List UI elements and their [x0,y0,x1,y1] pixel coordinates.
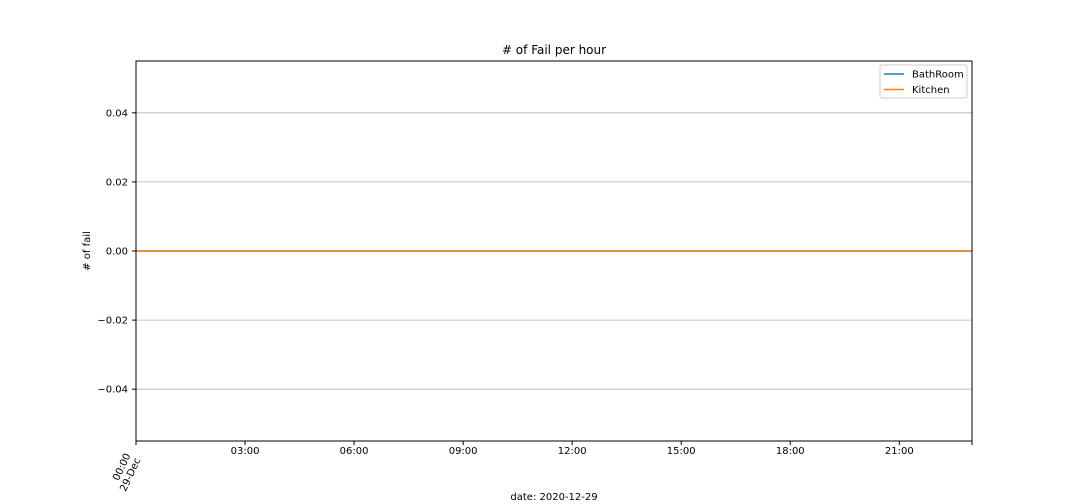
x-tick-label: 21:00 [885,446,914,457]
y-axis-label: # of fail [82,231,93,271]
x-tick-label: 03:00 [231,446,260,457]
chart-title: # of Fail per hour [502,43,606,57]
y-tick-label: 0.02 [106,177,128,188]
y-tick-label: 0.00 [106,247,128,258]
x-tick-label: 15:00 [667,446,696,457]
x-tick-label: 06:00 [340,446,369,457]
x-tick-label: 18:00 [776,446,805,457]
legend-label: Kitchen [912,85,950,96]
legend-label: BathRoom [912,70,964,81]
y-tick-label: 0.04 [106,108,128,119]
x-tick-label: 09:00 [449,446,478,457]
y-tick-label: −0.02 [97,316,128,327]
y-axis: 0.04 0.02 0.00 −0.02 −0.04 [97,108,136,396]
legend: BathRoom Kitchen [879,64,968,99]
y-tick-label: −0.04 [97,385,128,396]
x-axis-label: date: 2020-12-29 [510,492,597,503]
x-tick-label: 12:00 [558,446,587,457]
